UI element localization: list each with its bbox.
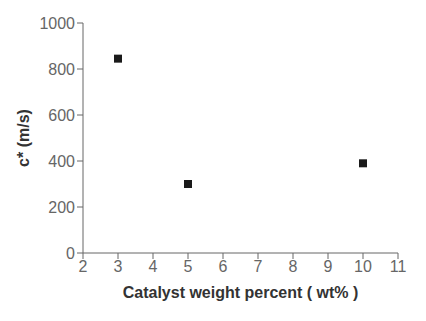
- svg-text:7: 7: [254, 258, 263, 275]
- svg-text:2: 2: [79, 258, 88, 275]
- svg-text:200: 200: [48, 199, 75, 216]
- svg-text:600: 600: [48, 107, 75, 124]
- svg-text:8: 8: [289, 258, 298, 275]
- svg-text:6: 6: [219, 258, 228, 275]
- svg-text:10: 10: [354, 258, 372, 275]
- svg-text:400: 400: [48, 153, 75, 170]
- svg-text:1000: 1000: [39, 15, 75, 32]
- svg-text:11: 11: [390, 258, 407, 275]
- svg-text:0: 0: [66, 245, 75, 262]
- svg-text:4: 4: [149, 258, 158, 275]
- svg-text:5: 5: [184, 258, 193, 275]
- svg-text:Catalyst weight percent ( wt%: Catalyst weight percent ( wt% ): [123, 284, 359, 301]
- svg-text:800: 800: [48, 61, 75, 78]
- svg-text:3: 3: [114, 258, 123, 275]
- svg-text:9: 9: [324, 258, 333, 275]
- svg-text:c* (m/s): c* (m/s): [15, 109, 32, 167]
